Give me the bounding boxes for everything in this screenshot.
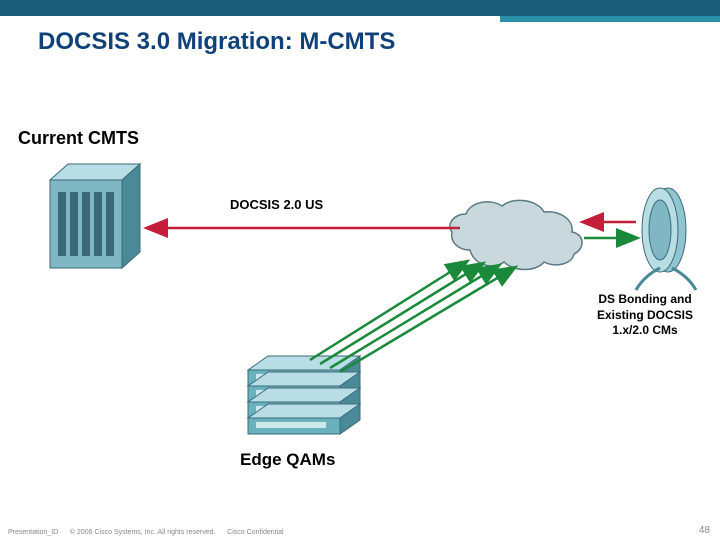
cable-modem-icon [636,188,696,290]
cmts-icon [50,164,140,268]
diagram-svg [0,0,720,540]
arrow-ds4 [340,268,514,372]
edge-qam-icon [248,356,360,434]
hfc-cloud-icon [450,200,582,269]
arrow-ds2 [320,264,482,364]
footer: Presentation_ID © 2006 Cisco Systems, In… [8,529,284,536]
footer-mid: © 2006 Cisco Systems, Inc. All rights re… [70,529,216,536]
footer-left: Presentation_ID [8,529,58,536]
footer-right: Cisco Confidential [227,529,283,536]
arrow-ds3 [330,266,498,368]
page-number: 48 [699,525,710,536]
